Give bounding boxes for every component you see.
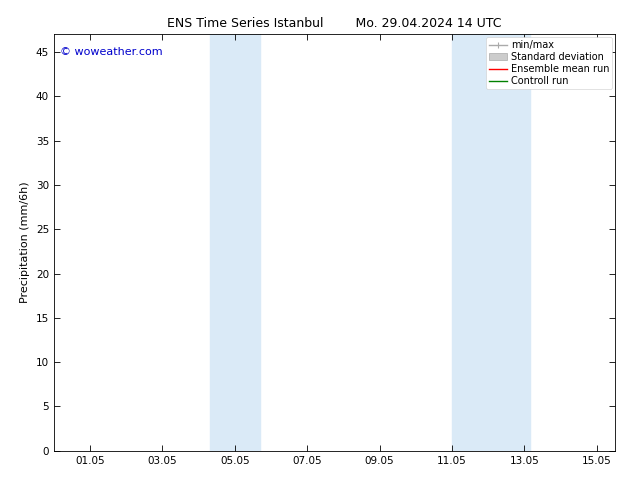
Bar bbox=[452, 34, 530, 451]
Text: © woweather.com: © woweather.com bbox=[60, 47, 162, 57]
Legend: min/max, Standard deviation, Ensemble mean run, Controll run: min/max, Standard deviation, Ensemble me… bbox=[486, 37, 612, 89]
Title: ENS Time Series Istanbul        Mo. 29.04.2024 14 UTC: ENS Time Series Istanbul Mo. 29.04.2024 … bbox=[167, 17, 501, 30]
Bar bbox=[210, 34, 260, 451]
Y-axis label: Precipitation (mm/6h): Precipitation (mm/6h) bbox=[20, 182, 30, 303]
